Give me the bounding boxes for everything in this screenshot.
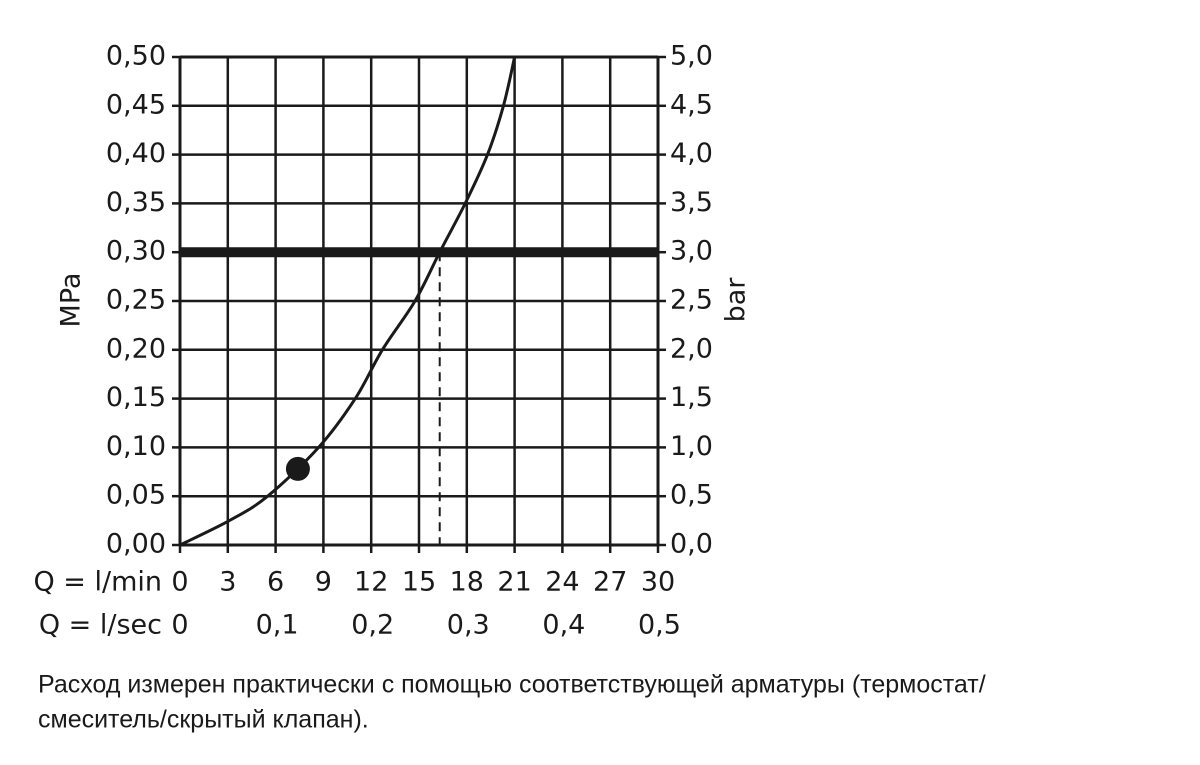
x-tick-label: 21 (497, 567, 531, 598)
y-tick-label: 0,30 (106, 236, 166, 267)
y2-tick-label: 2,0 (670, 333, 713, 364)
curve (179, 56, 517, 547)
marker-point (285, 456, 310, 481)
x2-tick-label: 0,5 (638, 610, 681, 641)
y-tick-label: 0,45 (106, 89, 166, 120)
y-tick-label: 0,35 (106, 187, 166, 218)
x-tick-label: 9 (315, 567, 332, 598)
y2-tick-label: 5,0 (670, 41, 713, 72)
y-tick-label: 0,10 (106, 431, 166, 462)
y2-tick-label: 0,5 (670, 480, 713, 511)
y-tick-label: 0,15 (106, 382, 166, 413)
x2-tick-label: 0,3 (447, 610, 490, 641)
y-tick-label: 0,05 (106, 480, 166, 511)
y-tick-label: 0,40 (106, 138, 166, 169)
x2-axis-label: Q = l/sec (39, 610, 162, 641)
x-tick-label: 27 (593, 567, 627, 598)
y-tick-label: 0,20 (106, 333, 166, 364)
x-axis-label: Q = l/min (33, 567, 162, 598)
y2-tick-label: 4,0 (670, 138, 713, 169)
x2-tick-label: 0,4 (542, 610, 585, 641)
y-tick-label: 0,25 (106, 285, 166, 316)
y2-tick-label: 2,5 (670, 285, 713, 316)
y2-tick-label: 3,0 (670, 236, 713, 267)
y2-tick-label: 1,0 (670, 431, 713, 462)
x-tick-label: 15 (402, 567, 436, 598)
x-tick-label: 30 (641, 567, 675, 598)
x2-tick-label: 0,1 (256, 610, 299, 641)
x-tick-label: 12 (354, 567, 388, 598)
x-tick-label: 3 (219, 567, 236, 598)
caption: смеситель/скрытый клапан). (38, 706, 369, 734)
x2-tick-label: 0 (171, 610, 188, 641)
x-tick-label: 0 (171, 567, 188, 598)
x-tick-label: 6 (267, 567, 284, 598)
x-tick-label: 24 (545, 567, 579, 598)
x-tick-label: 18 (450, 567, 484, 598)
y-tick-label: 0,00 (106, 529, 166, 560)
y2-tick-label: 0,0 (670, 529, 713, 560)
y2-axis-label: bar (721, 277, 752, 323)
y-tick-label: 0,50 (106, 41, 166, 72)
y2-tick-label: 4,5 (670, 89, 713, 120)
y2-tick-label: 3,5 (670, 187, 713, 218)
x2-tick-label: 0,2 (351, 610, 394, 641)
y2-tick-label: 1,5 (670, 382, 713, 413)
caption: Расход измерен практически с помощью соо… (38, 671, 986, 699)
y-axis-label: MPa (56, 273, 87, 328)
